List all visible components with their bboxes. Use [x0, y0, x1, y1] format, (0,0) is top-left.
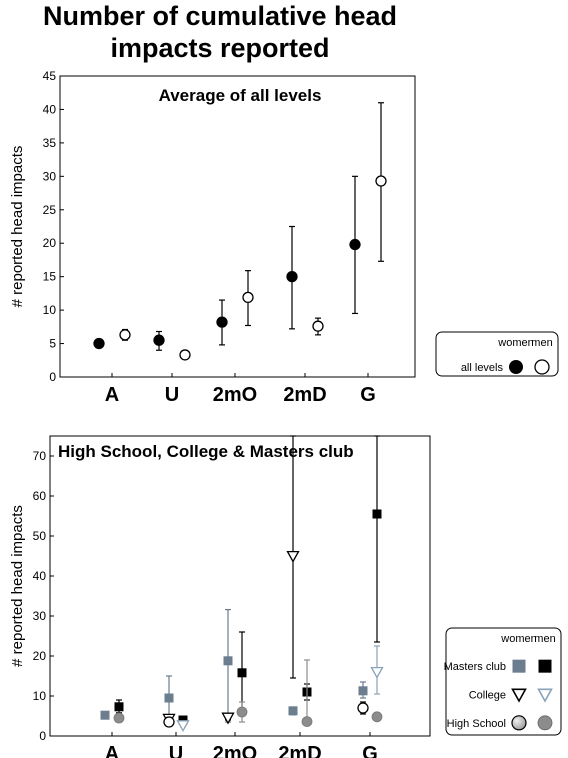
legend-header-men: men	[531, 337, 552, 349]
legend-header-men: men	[534, 633, 555, 645]
data-point	[237, 668, 247, 678]
series-all-levels-men	[119, 102, 387, 361]
legend-marker-men	[537, 688, 553, 703]
x-category-label: U	[169, 743, 183, 758]
y-tick-label: 70	[33, 449, 47, 463]
x-category-label: A	[105, 743, 119, 758]
data-point	[301, 716, 313, 727]
y-tick-label: 20	[33, 649, 47, 663]
series-all-levels-women	[93, 175, 361, 351]
data-point	[114, 702, 124, 712]
data-point	[113, 712, 125, 724]
y-tick-label: 45	[43, 69, 57, 83]
legend-marker-men	[534, 359, 550, 375]
main-title-line2: impacts reported	[110, 33, 330, 63]
y-tick-label: 10	[43, 303, 57, 317]
series-high-school-men	[113, 659, 383, 727]
data-point	[372, 509, 382, 519]
legend-box	[435, 331, 559, 377]
legend-header-women: women	[497, 337, 533, 349]
y-tick-label: 10	[33, 689, 47, 703]
y-tick-label: 40	[43, 102, 57, 116]
legend-box	[445, 627, 562, 736]
series-high-school-women	[163, 701, 369, 728]
legend-row-label: Masters club	[444, 661, 506, 673]
legend-marker-women	[511, 715, 527, 731]
series-masters-club-men	[114, 435, 382, 725]
data-point	[312, 320, 324, 332]
x-category-label: 2mO	[213, 384, 257, 406]
y-tick-label: 35	[43, 136, 57, 150]
data-point	[178, 715, 188, 725]
x-category-label: A	[105, 384, 119, 406]
data-point	[179, 349, 191, 361]
legend-marker-men	[538, 659, 552, 673]
x-category-label: G	[360, 384, 376, 406]
series-college-men	[176, 645, 384, 733]
data-point	[358, 686, 368, 696]
chart-panel-2: 0 10 20 30 40 50 60 70 A U 2mO 2mD G # reported head …	[9, 435, 431, 758]
data-point	[236, 706, 248, 718]
data-point	[163, 716, 175, 728]
legend-marker-women	[509, 360, 523, 374]
y-tick-label: 30	[43, 169, 57, 183]
x-category-label: 2mO	[213, 743, 257, 758]
series-masters-club-women	[100, 608, 368, 723]
data-point	[375, 175, 387, 187]
main-title: Number of cumulative head impacts report…	[0, 0, 440, 64]
data-point	[242, 291, 254, 304]
legend-header-women: women	[500, 633, 536, 645]
legend-row-label: all levels	[461, 362, 504, 374]
data-point	[119, 329, 131, 341]
data-point	[93, 337, 105, 350]
legend-row-label: High School	[447, 718, 506, 730]
plot-frame	[49, 435, 431, 737]
x-category-label: 2mD	[278, 743, 321, 758]
plot-frame	[59, 75, 416, 378]
data-point	[349, 238, 361, 251]
data-point	[153, 334, 165, 346]
y-tick-label: 40	[33, 569, 47, 583]
y-tick-label: 15	[43, 270, 57, 284]
data-point	[288, 706, 298, 716]
panel-title: High School, College & Masters club	[58, 442, 354, 461]
y-tick-label: 20	[43, 236, 57, 250]
data-point	[370, 666, 384, 679]
y-tick-label: 60	[33, 489, 47, 503]
y-tick-label: 50	[33, 529, 47, 543]
data-point	[216, 316, 228, 328]
y-axis-label: # reported head impacts	[9, 505, 26, 667]
y-tick-label: 30	[33, 609, 47, 623]
data-point	[371, 711, 383, 723]
data-point	[100, 710, 110, 720]
legend-marker-men	[537, 715, 553, 731]
y-axis-label: # reported head impacts	[9, 146, 26, 308]
data-point	[176, 720, 190, 733]
y-tick-label: 5	[49, 337, 56, 351]
data-point	[221, 712, 235, 725]
data-point	[357, 702, 369, 714]
x-category-label: G	[362, 743, 378, 758]
chart-panel-1: 0 5 10 15 20 25 30 35 40 45 A U 2mO 2mD G # reported he…	[9, 69, 416, 406]
data-point	[223, 656, 233, 666]
y-tick-label: 0	[49, 370, 56, 384]
x-category-label: U	[165, 384, 179, 406]
legend-marker-women	[511, 688, 527, 703]
data-point	[286, 271, 298, 283]
y-tick-label: 25	[43, 203, 57, 217]
main-title-line1: Number of cumulative head	[42, 1, 398, 31]
series-college-women	[162, 435, 300, 726]
panel-title: Average of all levels	[159, 86, 322, 105]
legend-row-label: College	[469, 690, 506, 702]
y-tick-label: 0	[39, 729, 46, 743]
data-point	[286, 550, 300, 563]
legend-marker-women	[512, 659, 526, 673]
data-point	[164, 693, 174, 703]
x-category-label: 2mD	[283, 384, 326, 406]
